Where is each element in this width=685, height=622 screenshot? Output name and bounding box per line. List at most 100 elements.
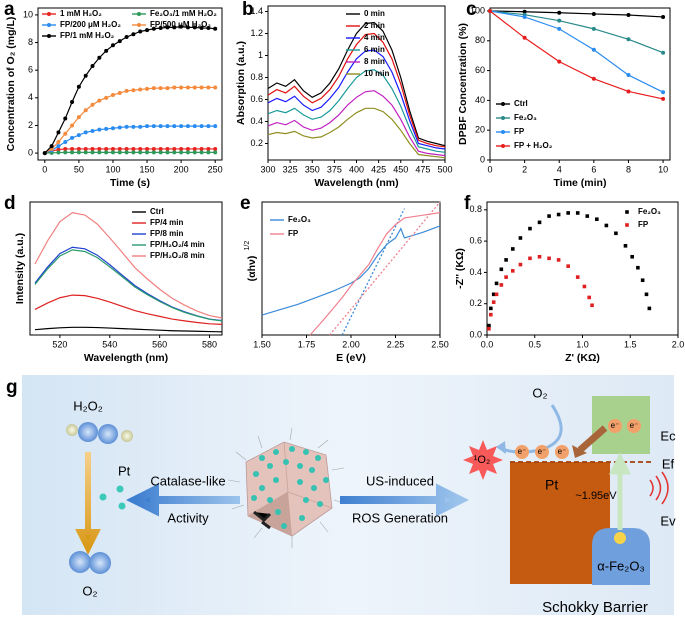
data-point <box>179 146 184 151</box>
legend-label: FP + H₂O₂ <box>514 141 553 150</box>
legend-marker <box>137 12 141 16</box>
x-axis-label: Z' (KΩ) <box>565 352 600 364</box>
data-point <box>145 28 150 33</box>
data-point <box>626 37 631 42</box>
series <box>487 211 652 328</box>
series <box>267 90 446 157</box>
data-point <box>504 275 508 279</box>
data-point <box>110 146 115 151</box>
x-tick-label: 1.0 <box>576 339 589 349</box>
hole <box>614 532 626 544</box>
data-point <box>124 150 129 155</box>
data-point <box>192 25 197 30</box>
panel-label: a <box>4 0 15 20</box>
data-point <box>575 211 580 215</box>
data-point <box>131 88 136 93</box>
panel-label: c <box>466 0 477 20</box>
series <box>488 8 666 101</box>
o2-label: O₂ <box>82 583 97 598</box>
fit-line <box>329 201 441 336</box>
data-point <box>158 124 163 129</box>
electron-label: e⁻ <box>558 447 567 456</box>
data-point <box>158 26 163 31</box>
data-point <box>104 95 109 100</box>
series <box>309 201 441 336</box>
series-line <box>309 212 441 336</box>
arrow-label: US-induced <box>366 473 434 488</box>
panel-label: d <box>4 193 16 214</box>
data-point <box>537 254 542 259</box>
nanoparticle <box>227 427 347 548</box>
data-point <box>556 258 561 262</box>
x-tick-label: 0 <box>487 164 492 174</box>
x-tick-label: 10 <box>658 164 668 174</box>
x-tick-label: 2.25 <box>387 339 405 349</box>
data-point <box>192 146 197 151</box>
data-point <box>97 55 102 60</box>
data-point <box>90 128 95 133</box>
electron-label: e⁻ <box>630 421 639 430</box>
chart-panel: f 0.0 0.5 1.0 1.5 2.0 0.0 0.2 0.4 0.6 0.8 Z' (KΩ) -Z… <box>454 193 684 364</box>
data-point <box>97 127 102 132</box>
series <box>42 150 218 156</box>
x-tick-label: 6 <box>591 164 596 174</box>
data-point <box>185 150 190 155</box>
panel-label: e <box>240 193 251 214</box>
data-point <box>626 13 631 18</box>
data-point <box>510 247 515 251</box>
data-point <box>661 14 666 19</box>
x-tick-label: 0 <box>42 164 47 174</box>
series <box>42 146 218 156</box>
data-point <box>110 150 115 155</box>
legend-marker <box>137 23 141 27</box>
series-line <box>34 249 223 322</box>
data-point <box>623 244 628 248</box>
legend-label: FP/500 μM H₂O₂ <box>150 20 211 29</box>
series-line <box>34 294 223 325</box>
x-tick-label: 2.0 <box>672 339 685 349</box>
arrow-head <box>572 445 587 458</box>
data-point <box>172 150 177 155</box>
legend-label: FP <box>638 220 649 229</box>
data-point <box>145 124 150 129</box>
data-point <box>70 150 75 155</box>
data-point <box>83 73 88 78</box>
data-point <box>131 146 136 151</box>
series <box>261 208 441 336</box>
series-line <box>489 10 664 100</box>
data-point <box>151 146 156 151</box>
data-point <box>199 150 204 155</box>
data-point <box>179 85 184 90</box>
data-point <box>90 64 95 69</box>
x-tick-label: 500 <box>437 164 452 174</box>
x-tick-label: 400 <box>349 164 364 174</box>
data-point <box>179 24 184 29</box>
data-point <box>76 133 81 138</box>
series-line <box>267 21 446 147</box>
data-point <box>213 85 218 90</box>
x-tick-label: 0.5 <box>528 339 541 349</box>
data-point <box>489 312 493 317</box>
data-point <box>145 86 150 91</box>
series <box>267 107 446 159</box>
h2o2-molecule <box>66 422 133 444</box>
legend-marker <box>47 34 51 38</box>
chart-panel: e 1.50 1.75 2.00 2.25 2.50 E (eV) (αhν) 1/2 Fe₂O₃… <box>240 193 449 364</box>
left-arrow <box>126 483 240 517</box>
data-point <box>582 284 587 289</box>
data-point <box>158 86 163 91</box>
legend-marker <box>47 12 51 16</box>
data-point <box>199 146 204 151</box>
x-tick-label: 150 <box>140 164 155 174</box>
fit-line <box>341 208 405 336</box>
ef-label: Ef <box>662 456 675 471</box>
data-point <box>557 18 562 23</box>
data-point <box>537 220 542 225</box>
data-point <box>590 303 594 308</box>
series-line <box>489 10 664 18</box>
data-point <box>117 125 122 130</box>
x-tick-label: 580 <box>202 339 217 349</box>
data-point <box>547 256 551 261</box>
data-point <box>124 88 129 93</box>
x-tick-label: 540 <box>102 339 117 349</box>
